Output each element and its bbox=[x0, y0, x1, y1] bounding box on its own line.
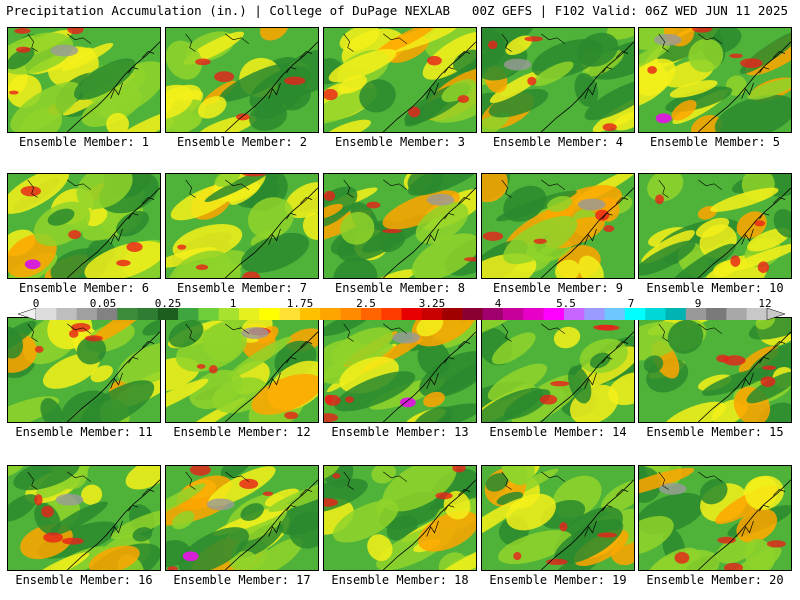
ensemble-member-label: Ensemble Member: 11 bbox=[15, 425, 153, 439]
ensemble-member-label: Ensemble Member: 1 bbox=[18, 135, 150, 149]
ensemble-member-map bbox=[481, 317, 635, 423]
ensemble-member-label: Ensemble Member: 9 bbox=[492, 281, 624, 295]
colorbar-tick-label: 0.25 bbox=[154, 297, 182, 310]
ensemble-member-label: Ensemble Member: 14 bbox=[489, 425, 627, 439]
precipitation-colorbar bbox=[18, 308, 785, 320]
colorbar-tick-label: 5.5 bbox=[556, 297, 576, 310]
ensemble-member-map bbox=[7, 465, 161, 571]
ensemble-member-map bbox=[165, 317, 319, 423]
ensemble-member-label: Ensemble Member: 8 bbox=[334, 281, 466, 295]
colorbar-tick-label: 12 bbox=[758, 297, 772, 310]
ensemble-member-map bbox=[323, 317, 477, 423]
ensemble-member-label: Ensemble Member: 15 bbox=[646, 425, 784, 439]
ensemble-member-map bbox=[7, 27, 161, 133]
colorbar-tick-label: 1 bbox=[229, 297, 237, 310]
ensemble-member-label: Ensemble Member: 16 bbox=[15, 573, 153, 587]
ensemble-member-map bbox=[7, 317, 161, 423]
ensemble-member-map bbox=[165, 173, 319, 279]
ensemble-member-map bbox=[481, 173, 635, 279]
colorbar-tick-label: 0.05 bbox=[89, 297, 117, 310]
ensemble-member-map bbox=[165, 465, 319, 571]
ensemble-member-label: Ensemble Member: 12 bbox=[173, 425, 311, 439]
ensemble-member-label: Ensemble Member: 5 bbox=[649, 135, 781, 149]
ensemble-member-map bbox=[323, 173, 477, 279]
ensemble-member-label: Ensemble Member: 10 bbox=[646, 281, 784, 295]
colorbar-tick-label: 4 bbox=[494, 297, 502, 310]
colorbar-tick-label: 3.25 bbox=[418, 297, 446, 310]
ensemble-member-label: Ensemble Member: 18 bbox=[331, 573, 469, 587]
ensemble-member-label: Ensemble Member: 7 bbox=[176, 281, 308, 295]
map-title: Precipitation Accumulation (in.) | Colle… bbox=[6, 3, 451, 18]
ensemble-member-label: Ensemble Member: 3 bbox=[334, 135, 466, 149]
model-run-info: 00Z GEFS | F102 Valid: 06Z WED JUN 11 20… bbox=[471, 3, 788, 18]
ensemble-member-map bbox=[638, 317, 792, 423]
ensemble-member-map bbox=[638, 173, 792, 279]
ensemble-member-label: Ensemble Member: 2 bbox=[176, 135, 308, 149]
ensemble-member-label: Ensemble Member: 4 bbox=[492, 135, 624, 149]
ensemble-member-map bbox=[638, 27, 792, 133]
ensemble-member-label: Ensemble Member: 20 bbox=[646, 573, 784, 587]
ensemble-member-map bbox=[165, 27, 319, 133]
ensemble-member-map bbox=[7, 173, 161, 279]
ensemble-member-map bbox=[323, 27, 477, 133]
ensemble-member-map bbox=[323, 465, 477, 571]
ensemble-member-map bbox=[638, 465, 792, 571]
colorbar-tick-label: 0 bbox=[32, 297, 40, 310]
colorbar-tick-label: 9 bbox=[694, 297, 702, 310]
ensemble-member-map bbox=[481, 465, 635, 571]
ensemble-member-label: Ensemble Member: 17 bbox=[173, 573, 311, 587]
colorbar-tick-label: 1.75 bbox=[286, 297, 314, 310]
colorbar-tick-label: 7 bbox=[627, 297, 635, 310]
colorbar-tick-label: 2.5 bbox=[356, 297, 376, 310]
ensemble-member-label: Ensemble Member: 6 bbox=[18, 281, 150, 295]
ensemble-member-label: Ensemble Member: 13 bbox=[331, 425, 469, 439]
ensemble-member-map bbox=[481, 27, 635, 133]
ensemble-member-label: Ensemble Member: 19 bbox=[489, 573, 627, 587]
